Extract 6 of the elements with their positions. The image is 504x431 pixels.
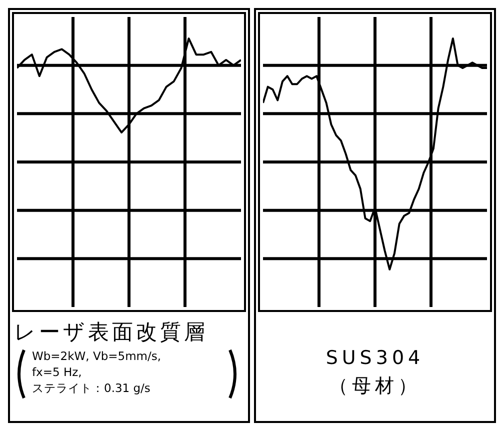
text: （母材）: [328, 374, 422, 399]
text: fx=5 Hz,: [32, 364, 83, 380]
text: SUS304: [324, 346, 426, 371]
text: ステライト：0.31 g/s: [32, 380, 152, 396]
text: Wb=2kW, Vb=5mm/s,: [32, 348, 162, 364]
text: レーザ表面改質層: [14, 319, 209, 346]
